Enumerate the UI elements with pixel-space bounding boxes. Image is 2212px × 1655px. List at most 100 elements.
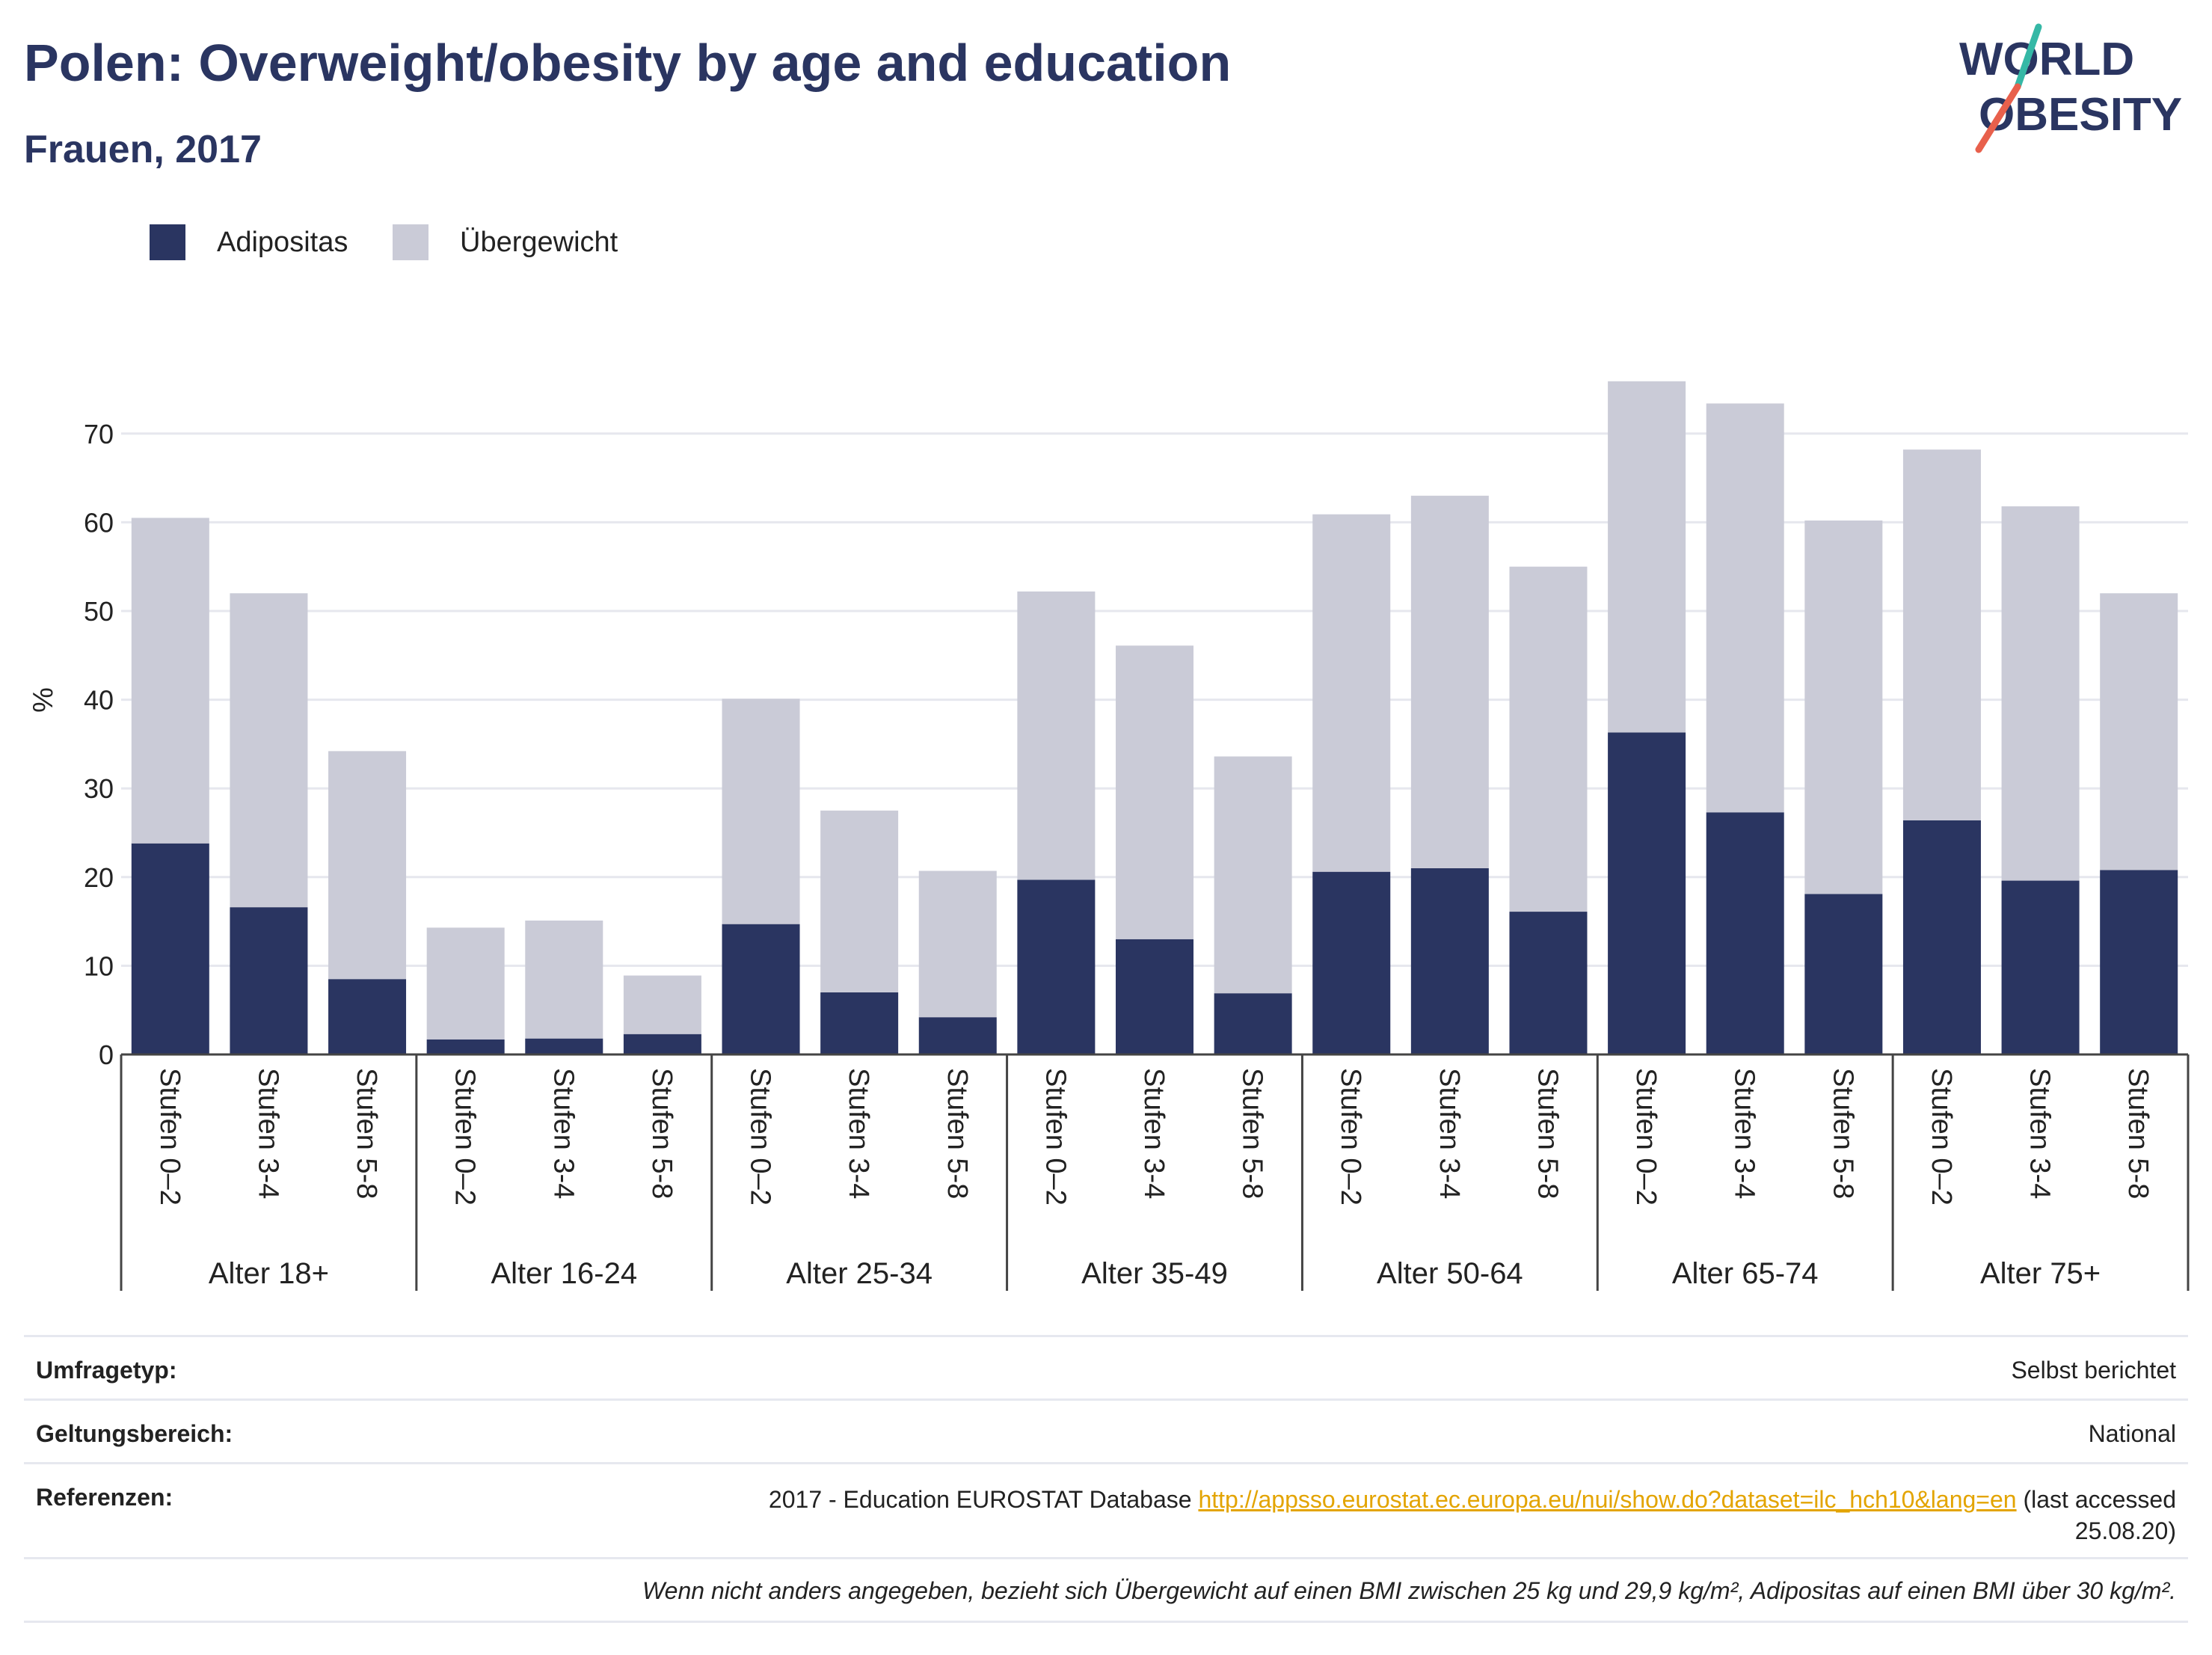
x-tick-label: Stufen 3-4 [547,1068,579,1199]
y-tick-label: 0 [99,1040,114,1070]
logo-slash-coral [1975,83,2021,153]
meta-row-footnote: Wenn nicht anders angegeben, bezieht sic… [24,1557,2188,1623]
bar-adipositas [131,843,209,1054]
bar-uebergewicht [722,698,800,924]
bar-uebergewicht [623,975,701,1034]
chart-bars [131,381,2178,1054]
x-tick-label: Stufen 0–2 [154,1068,185,1206]
metadata-table: Umfragetyp: Selbst berichtet Geltungsber… [24,1335,2188,1623]
x-tick-label: Stufen 3-4 [843,1068,874,1199]
bar-adipositas [328,979,407,1054]
group-label: Alter 25-34 [786,1257,933,1290]
y-axis-ticks: 0 10 20 30 40 50 60 70 [84,419,114,1070]
y-tick-label: 70 [84,419,114,449]
meta-row-references: Referenzen: 2017 - Education EUROSTAT Da… [24,1462,2188,1557]
meta-label-references: Referenzen: [36,1484,173,1511]
y-tick-label: 30 [84,773,114,804]
x-tick-label: Stufen 5-8 [1531,1068,1563,1199]
bar-uebergewicht [1902,449,1981,820]
logo-text-world: WORLD [1959,34,2134,85]
meta-row-survey-type: Umfragetyp: Selbst berichtet [24,1335,2188,1398]
group-label: Alter 50-64 [1377,1257,1523,1290]
bar-uebergewicht [131,518,209,844]
bar-uebergewicht [1116,645,1193,939]
x-tick-label: Stufen 5-8 [646,1068,678,1199]
legend-label-uebergewicht: Übergewicht [460,227,618,258]
bar-adipositas [525,1038,603,1054]
bar-uebergewicht [2100,593,2178,871]
x-axis-labels: Stufen 0–2 Stufen 3-4 Stufen 5-8 Alter 18+ S… [154,1068,2154,1290]
x-tick-label: Stufen 5-8 [941,1068,973,1199]
page-subtitle: Frauen, 2017 [24,128,262,171]
y-tick-label: 60 [84,507,114,538]
bar-adipositas [1017,879,1096,1054]
y-tick-label: 10 [84,951,114,981]
meta-value-survey-type: Selbst berichtet [2011,1357,2176,1384]
x-tick-label: Stufen 5-8 [351,1068,382,1199]
reference-link[interactable]: http://appsso.eurostat.ec.europa.eu/nui/… [1198,1486,2017,1513]
x-tick-label: Stufen 0–2 [1630,1068,1662,1206]
x-tick-label: Stufen 3-4 [1729,1068,1760,1199]
bar-adipositas [426,1039,505,1054]
bar-adipositas [1902,820,1981,1054]
x-tick-label: Stufen 3-4 [1138,1068,1170,1199]
bar-adipositas [1410,868,1489,1054]
bar-adipositas [1509,912,1588,1054]
x-tick-label: Stufen 5-8 [1827,1068,1858,1199]
bar-adipositas [2100,870,2178,1054]
legend-swatch-adipositas [150,224,185,260]
x-tick-label: Stufen 3-4 [1434,1068,1465,1199]
meta-value-references: 2017 - Education EUROSTAT Database http:… [769,1484,2176,1547]
bar-adipositas [1706,812,1784,1054]
bar-adipositas [230,907,308,1054]
bar-uebergewicht [525,920,603,1039]
world-obesity-logo: WORLD OBESITY [1959,23,2182,153]
bar-adipositas [1804,894,1883,1054]
bar-adipositas [820,992,899,1054]
group-label: Alter 35-49 [1081,1257,1228,1290]
bar-adipositas [1214,993,1292,1054]
x-tick-label: Stufen 0–2 [745,1068,776,1206]
bar-adipositas [2001,880,2080,1054]
y-axis-label: % [28,687,59,713]
bar-uebergewicht [918,871,997,1018]
reference-date: 25.08.20) [2074,1517,2176,1544]
meta-row-coverage: Geltungsbereich: National [24,1398,2188,1462]
x-tick-label: Stufen 3-4 [252,1068,283,1199]
x-tick-label: Stufen 5-8 [1237,1068,1268,1199]
bar-uebergewicht [1410,495,1489,868]
group-label: Alter 75+ [1980,1257,2101,1290]
chart-axes [120,1053,2190,1291]
bar-adipositas [623,1034,701,1054]
bar-uebergewicht [426,927,505,1040]
bar-adipositas [918,1017,997,1054]
group-label: Alter 65-74 [1672,1257,1819,1290]
x-tick-label: Stufen 3-4 [2024,1068,2056,1199]
bar-uebergewicht [1804,521,1883,894]
bar-uebergewicht [1509,566,1588,912]
bar-uebergewicht [1706,403,1784,813]
y-tick-label: 20 [84,862,114,893]
bar-uebergewicht [2001,506,2080,881]
legend-swatch-uebergewicht [393,224,428,260]
bar-adipositas [722,924,800,1054]
x-tick-label: Stufen 0–2 [1926,1068,1957,1206]
y-tick-label: 40 [84,685,114,716]
x-tick-label: Stufen 0–2 [1039,1068,1071,1206]
group-label: Alter 16-24 [491,1257,637,1290]
bar-adipositas [1312,871,1391,1054]
bar-uebergewicht [1608,381,1686,733]
bar-uebergewicht [820,810,899,992]
bar-uebergewicht [328,751,407,980]
bar-adipositas [1116,939,1193,1054]
reference-text: 2017 - Education EUROSTAT Database [768,1486,1199,1513]
meta-value-coverage: National [2088,1420,2176,1447]
reference-suffix: (last accessed [2016,1486,2176,1513]
meta-label-coverage: Geltungsbereich: [36,1420,233,1447]
meta-label-survey-type: Umfragetyp: [36,1357,177,1384]
y-tick-label: 50 [84,596,114,627]
group-label: Alter 18+ [209,1257,329,1290]
bar-uebergewicht [1214,756,1292,994]
bar-uebergewicht [1312,514,1391,872]
